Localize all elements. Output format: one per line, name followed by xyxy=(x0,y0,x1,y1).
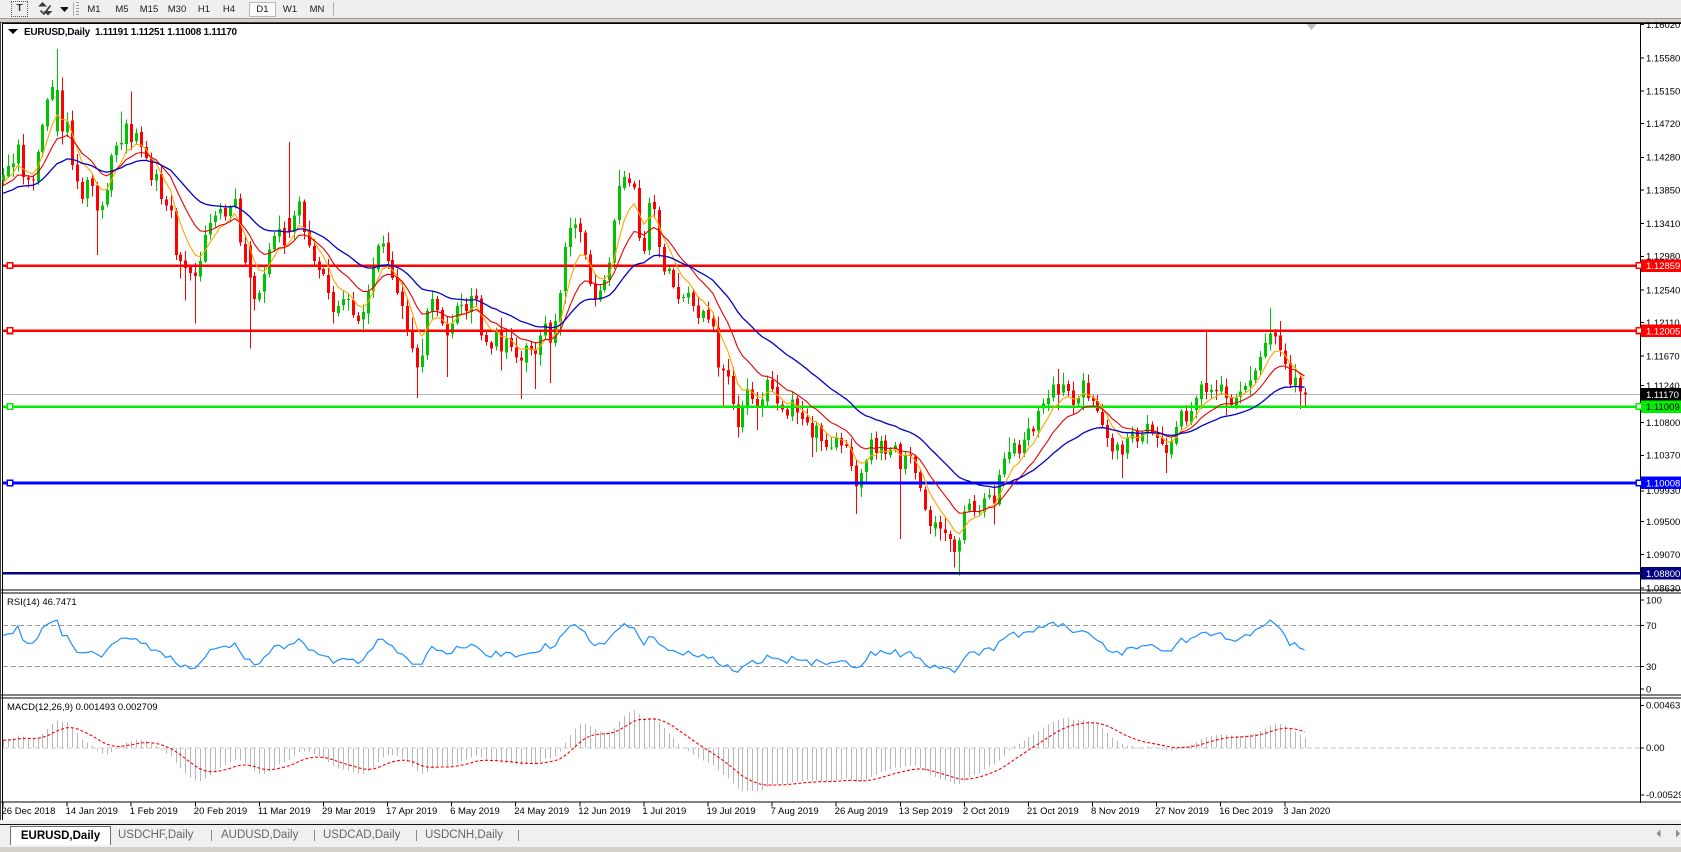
svg-text:1.10800: 1.10800 xyxy=(1646,418,1680,429)
svg-text:1.12540: 1.12540 xyxy=(1646,285,1680,296)
svg-text:7 Aug 2019: 7 Aug 2019 xyxy=(771,806,819,817)
svg-text:1.12110: 1.12110 xyxy=(1646,318,1680,329)
svg-text:24 May 2019: 24 May 2019 xyxy=(514,806,569,817)
svg-text:0.00463: 0.00463 xyxy=(1646,701,1680,712)
svg-text:EURUSD,Daily 1.11191 1.11251: EURUSD,Daily 1.11191 1.11251 1.11008 1.1… xyxy=(24,27,238,38)
svg-text:1.08800: 1.08800 xyxy=(1646,569,1680,580)
svg-text:1.10370: 1.10370 xyxy=(1646,451,1680,462)
svg-text:1.11670: 1.11670 xyxy=(1646,352,1680,363)
svg-text:1.13850: 1.13850 xyxy=(1646,185,1680,196)
svg-text:1 Jul 2019: 1 Jul 2019 xyxy=(642,806,686,817)
svg-text:1.08630: 1.08630 xyxy=(1646,583,1680,594)
svg-text:1.09930: 1.09930 xyxy=(1646,486,1680,497)
svg-text:1.11170: 1.11170 xyxy=(1646,390,1679,401)
svg-text:0: 0 xyxy=(1646,684,1651,695)
svg-text:100: 100 xyxy=(1646,595,1662,606)
svg-text:1.12005: 1.12005 xyxy=(1646,326,1680,337)
svg-text:16 Dec 2019: 16 Dec 2019 xyxy=(1219,806,1273,817)
svg-text:14 Jan 2019: 14 Jan 2019 xyxy=(66,806,118,817)
svg-text:MACD(12,26,9) 0.001493 0.00270: MACD(12,26,9) 0.001493 0.002709 xyxy=(7,702,158,713)
svg-text:1.13410: 1.13410 xyxy=(1646,219,1680,230)
svg-text:1 Feb 2019: 1 Feb 2019 xyxy=(130,806,178,817)
svg-text:1.14720: 1.14720 xyxy=(1646,119,1680,130)
svg-text:20 Feb 2019: 20 Feb 2019 xyxy=(194,806,247,817)
svg-text:1.11240: 1.11240 xyxy=(1646,381,1680,392)
svg-text:1.14280: 1.14280 xyxy=(1646,153,1680,164)
svg-text:30: 30 xyxy=(1646,662,1657,673)
svg-text:1.11009: 1.11009 xyxy=(1646,402,1680,413)
svg-text:17 Apr 2019: 17 Apr 2019 xyxy=(386,806,437,817)
svg-text:1.15150: 1.15150 xyxy=(1646,86,1680,97)
svg-text:3 Jan 2020: 3 Jan 2020 xyxy=(1283,806,1330,817)
svg-text:2 Oct 2019: 2 Oct 2019 xyxy=(963,806,1009,817)
svg-text:1.09500: 1.09500 xyxy=(1646,517,1680,528)
svg-text:1.12859: 1.12859 xyxy=(1646,261,1680,272)
svg-text:1.09070: 1.09070 xyxy=(1646,550,1680,561)
svg-text:13 Sep 2019: 13 Sep 2019 xyxy=(899,806,953,817)
svg-text:12 Jun 2019: 12 Jun 2019 xyxy=(578,806,630,817)
svg-text:29 Mar 2019: 29 Mar 2019 xyxy=(322,806,375,817)
svg-text:21 Oct 2019: 21 Oct 2019 xyxy=(1027,806,1079,817)
svg-text:1.12980: 1.12980 xyxy=(1646,252,1680,263)
svg-text:RSI(14) 46.7471: RSI(14) 46.7471 xyxy=(7,597,77,608)
svg-text:70: 70 xyxy=(1646,621,1657,632)
svg-text:26 Dec 2018: 26 Dec 2018 xyxy=(2,806,56,817)
svg-text:11 Mar 2019: 11 Mar 2019 xyxy=(258,806,311,817)
svg-text:8 Nov 2019: 8 Nov 2019 xyxy=(1091,806,1140,817)
svg-text:1.16020: 1.16020 xyxy=(1646,22,1680,31)
svg-text:1.10008: 1.10008 xyxy=(1646,479,1680,490)
svg-text:19 Jul 2019: 19 Jul 2019 xyxy=(707,806,756,817)
svg-text:27 Nov 2019: 27 Nov 2019 xyxy=(1155,806,1209,817)
svg-text:1.15580: 1.15580 xyxy=(1646,54,1680,65)
svg-text:0.00: 0.00 xyxy=(1646,743,1665,754)
svg-text:6 May 2019: 6 May 2019 xyxy=(450,806,500,817)
svg-text:-0.00529: -0.00529 xyxy=(1646,790,1681,801)
svg-text:26 Aug 2019: 26 Aug 2019 xyxy=(835,806,888,817)
